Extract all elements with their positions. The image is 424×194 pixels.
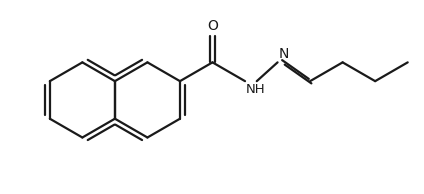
Text: NH: NH [246,83,266,96]
Text: N: N [279,47,289,61]
Text: O: O [207,19,218,33]
